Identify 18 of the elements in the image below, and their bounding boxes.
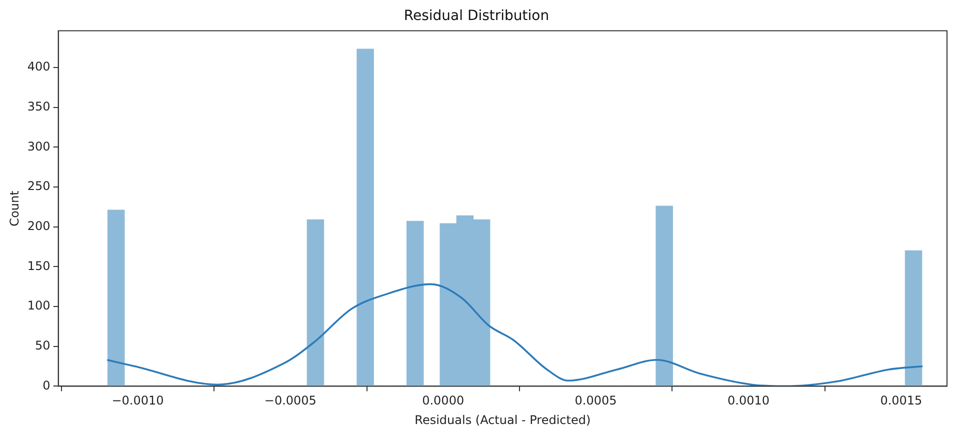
y-tick-label: 250 (27, 179, 50, 194)
y-tick-label: 350 (27, 99, 50, 114)
y-tick-label: 0 (42, 378, 50, 392)
chart-title: Residual Distribution (404, 8, 550, 24)
y-tick-label: 150 (27, 258, 50, 273)
x-tick-label: −0.0005 (264, 394, 316, 408)
x-tick-label: 0.0000 (422, 394, 464, 408)
x-tick-label: 0.0010 (727, 394, 770, 408)
x-tick-label: −0.0010 (112, 394, 164, 408)
y-axis-title: Count (7, 190, 22, 226)
y-tick-label: 300 (27, 139, 50, 154)
x-tick-label: 0.0015 (880, 394, 922, 408)
y-tick-label: 100 (27, 298, 50, 313)
x-tick-label: 0.0005 (574, 394, 617, 408)
y-tick-label: 400 (27, 60, 50, 74)
y-tick-label: 200 (27, 218, 50, 233)
y-tick-label: 50 (35, 338, 50, 352)
x-axis-title: Residuals (Actual - Predicted) (414, 412, 591, 427)
